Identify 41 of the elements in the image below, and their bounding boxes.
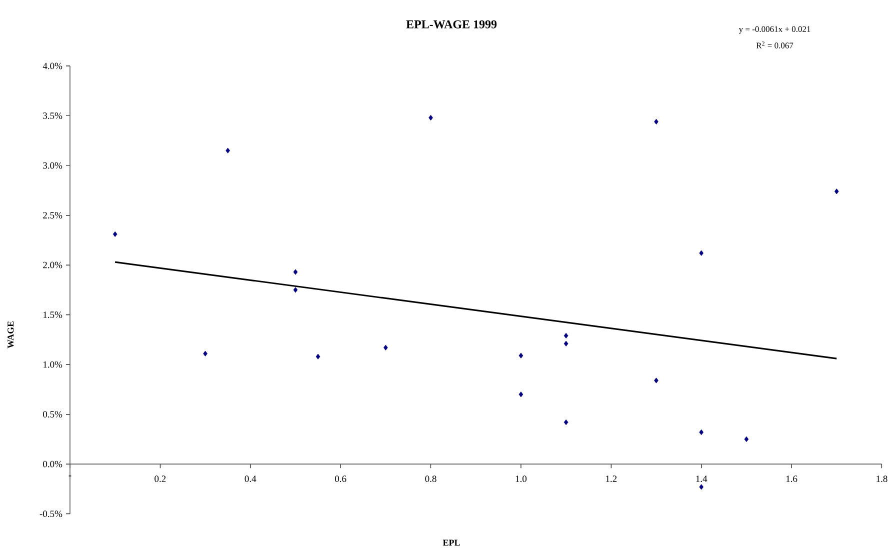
y-tick-label: 2.5% <box>43 212 62 218</box>
x-tick-label: 1.4 <box>696 476 708 482</box>
point <box>744 436 749 442</box>
point <box>699 250 704 256</box>
point <box>699 484 704 490</box>
y-tick-label: 3.5% <box>43 112 62 119</box>
y-tick-label: 0.5% <box>43 411 62 418</box>
x-tick-label: 1.8 <box>876 476 888 482</box>
text: y = -0.0061x + 0.021 <box>738 26 810 34</box>
x-tick-label: 0.4 <box>244 476 256 482</box>
point <box>203 350 208 356</box>
x-tick-label: 0.6 <box>334 476 346 482</box>
x-tick-label: 1.0 <box>516 476 527 482</box>
point <box>226 148 230 154</box>
chart-title: EPL-WAGE 1999 <box>406 20 497 28</box>
y-tick-label: -0.5% <box>40 510 62 518</box>
x-tick-label: 1.6 <box>786 476 798 482</box>
y-tick-label: 0.0% <box>43 460 62 468</box>
point <box>112 231 118 237</box>
point <box>316 354 320 360</box>
y-tick-label: 1.5% <box>44 312 62 318</box>
x-tick-label: 0.8 <box>425 476 436 482</box>
y-tick-label: 2.0% <box>43 262 62 268</box>
point <box>293 287 298 293</box>
x-tick-label: 1.2 <box>606 476 617 482</box>
x-axis-title: EPL <box>442 540 460 546</box>
x-tick-label: 0.2 <box>154 476 166 482</box>
point <box>654 378 658 384</box>
y-tick-label: 3.0% <box>43 162 62 169</box>
y-tick-label: 4.0% <box>42 62 62 70</box>
point <box>834 188 839 194</box>
point <box>564 332 568 338</box>
point <box>384 344 388 350</box>
y-axis-title: WAGE <box>8 321 14 348</box>
point <box>564 419 568 426</box>
text: R$^{2}$ = 0.067 <box>756 42 794 48</box>
point <box>564 340 568 346</box>
point <box>518 352 524 358</box>
y-tick-label: 1.0% <box>44 361 62 368</box>
point <box>293 269 298 275</box>
point <box>518 392 524 398</box>
